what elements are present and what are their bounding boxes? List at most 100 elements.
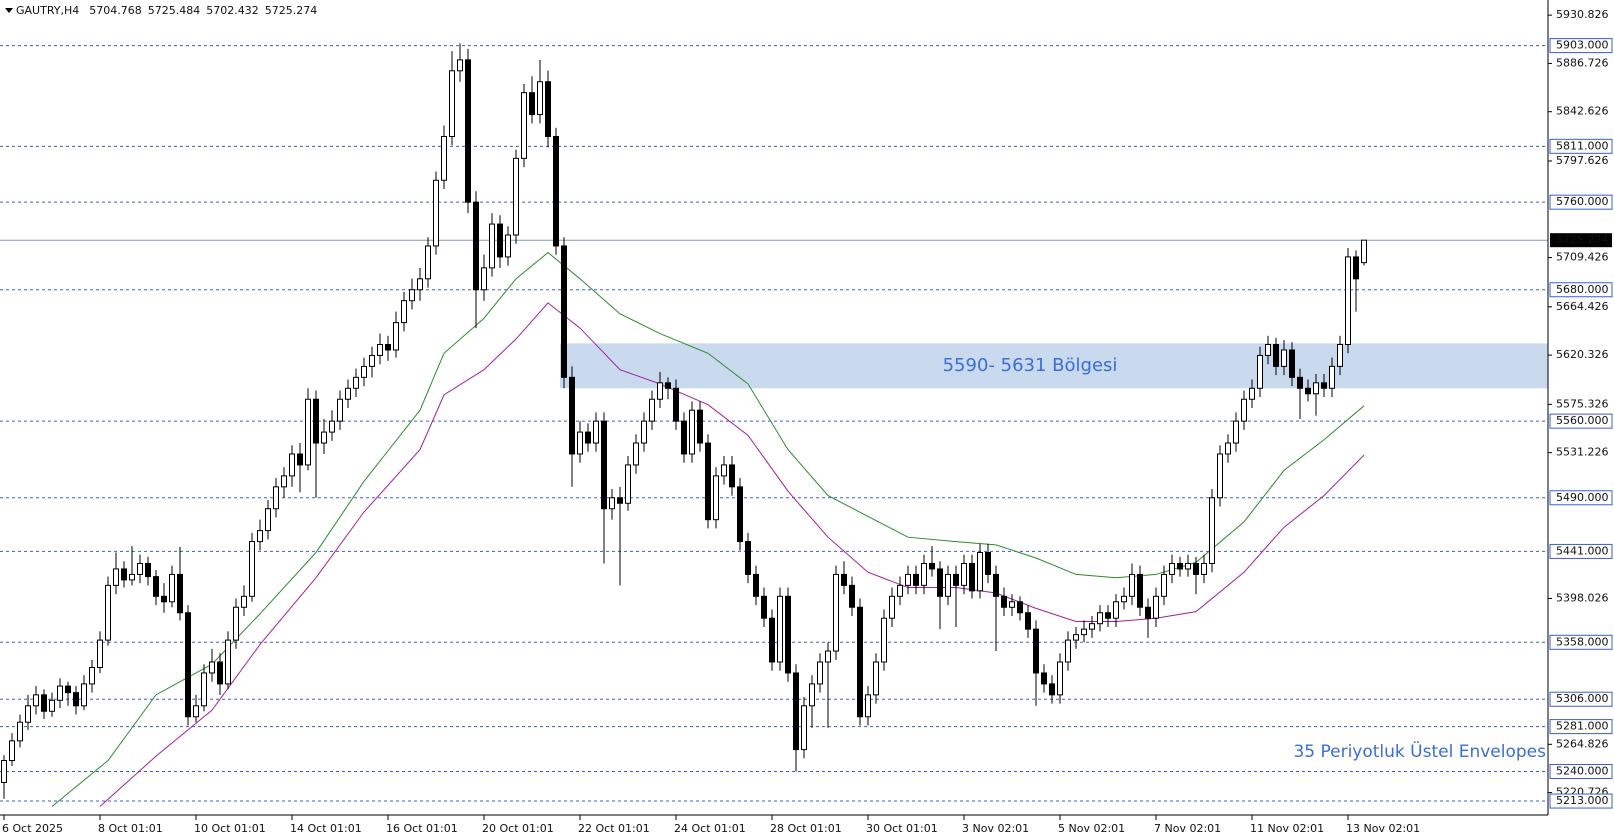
candle-body bbox=[129, 573, 135, 581]
y-tick-label: 5531.226 bbox=[1556, 446, 1609, 459]
candle-body bbox=[1017, 601, 1023, 614]
candle-body bbox=[281, 475, 287, 488]
x-tick-label: 28 Oct 01:01 bbox=[770, 822, 842, 835]
candle-body bbox=[705, 442, 711, 521]
candle-body bbox=[257, 530, 263, 543]
candle-body bbox=[617, 497, 623, 504]
x-tick-label: 7 Nov 02:01 bbox=[1154, 822, 1221, 835]
candle-body bbox=[889, 595, 895, 619]
candle-body bbox=[1137, 573, 1143, 608]
candle-body bbox=[233, 606, 239, 641]
x-tick-label: 11 Nov 02:01 bbox=[1250, 822, 1324, 835]
candle-body bbox=[1121, 595, 1127, 603]
candle-body bbox=[1129, 573, 1135, 597]
candle-body bbox=[937, 568, 943, 597]
candle-body bbox=[641, 420, 647, 444]
header-text: 5725.484 bbox=[148, 4, 201, 17]
candle-body bbox=[1329, 365, 1335, 389]
candle-body bbox=[489, 223, 495, 269]
candle-body bbox=[385, 343, 391, 351]
candle-body bbox=[345, 387, 351, 400]
level-label: 5306.000 bbox=[1556, 692, 1609, 705]
candle-body bbox=[1313, 382, 1319, 395]
candle-body bbox=[1289, 349, 1295, 378]
level-label: 5903.000 bbox=[1556, 39, 1609, 52]
candle-body bbox=[785, 595, 791, 674]
candle-body bbox=[713, 475, 719, 521]
envelope-line bbox=[51, 251, 1365, 807]
candle-body bbox=[793, 672, 799, 751]
candle-body bbox=[609, 497, 615, 510]
candle-body bbox=[905, 573, 911, 586]
candle-body bbox=[697, 409, 703, 444]
candle-body bbox=[41, 694, 47, 712]
candle-body bbox=[897, 584, 903, 597]
candle-body bbox=[273, 486, 279, 510]
candle-body bbox=[809, 683, 815, 707]
candle-body bbox=[169, 573, 175, 603]
candle-body bbox=[1353, 256, 1359, 280]
candle-body bbox=[137, 562, 143, 575]
candle-body bbox=[1177, 562, 1183, 570]
candle-body bbox=[1249, 387, 1255, 400]
y-tick-label: 5398.026 bbox=[1556, 591, 1609, 604]
candle-body bbox=[1169, 562, 1175, 575]
level-label-box bbox=[1549, 413, 1613, 429]
candle-body bbox=[113, 568, 119, 586]
candle-body bbox=[1297, 376, 1303, 389]
candle-body bbox=[545, 81, 551, 137]
x-tick-label: 16 Oct 01:01 bbox=[386, 822, 458, 835]
candle-body bbox=[801, 705, 807, 751]
candle-body bbox=[25, 705, 31, 723]
candle-body bbox=[913, 573, 919, 586]
candle-body bbox=[89, 666, 95, 685]
candle-body bbox=[857, 606, 863, 718]
candle-body bbox=[209, 661, 215, 674]
candle-body bbox=[265, 508, 271, 532]
candle-body bbox=[1073, 634, 1079, 641]
candle-body bbox=[329, 420, 335, 433]
candle-body bbox=[409, 289, 415, 302]
y-tick-label: 5664.426 bbox=[1556, 300, 1609, 313]
candle-body bbox=[193, 705, 199, 718]
candle-body bbox=[929, 562, 935, 570]
x-tick-label: 6 Oct 2025 bbox=[2, 822, 63, 835]
annotation: 35 Periyotluk Üstel Envelopes bbox=[1293, 740, 1546, 762]
candle-body bbox=[1113, 601, 1119, 619]
candle-body bbox=[145, 562, 151, 578]
candle-body bbox=[457, 59, 463, 72]
candle-body bbox=[777, 595, 783, 663]
candle-body bbox=[945, 573, 951, 597]
candle-body bbox=[1057, 661, 1063, 696]
candle-body bbox=[321, 431, 327, 444]
plot-area: 5590- 5631 Bölgesi 35 Periyotluk Üstel En… bbox=[0, 43, 1548, 807]
candle-body bbox=[649, 398, 655, 422]
level-label: 5760.000 bbox=[1556, 195, 1609, 208]
level-label: 5358.000 bbox=[1556, 635, 1609, 648]
candle-body bbox=[361, 365, 367, 378]
candle-body bbox=[529, 92, 535, 116]
candle-body bbox=[81, 683, 87, 707]
candle-body bbox=[1105, 612, 1111, 619]
candle-body bbox=[553, 135, 559, 247]
candle-body bbox=[881, 617, 887, 663]
candle-body bbox=[561, 245, 567, 378]
candle-body bbox=[105, 584, 111, 641]
candle-body bbox=[761, 595, 767, 619]
candle-body bbox=[1161, 573, 1167, 597]
level-label-box bbox=[1549, 194, 1613, 210]
y-tick-label: 5620.326 bbox=[1556, 348, 1609, 361]
candle-body bbox=[353, 376, 359, 389]
candle-body bbox=[17, 721, 23, 742]
candle-body bbox=[1065, 639, 1071, 663]
candle-body bbox=[481, 267, 487, 291]
candle-body bbox=[1361, 239, 1367, 264]
header-text: 5702.432 bbox=[206, 4, 259, 17]
candle-body bbox=[833, 573, 839, 652]
candle-body bbox=[593, 420, 599, 444]
candle-body bbox=[1273, 343, 1279, 367]
candle-body bbox=[689, 409, 695, 455]
candle-body bbox=[1097, 612, 1103, 625]
